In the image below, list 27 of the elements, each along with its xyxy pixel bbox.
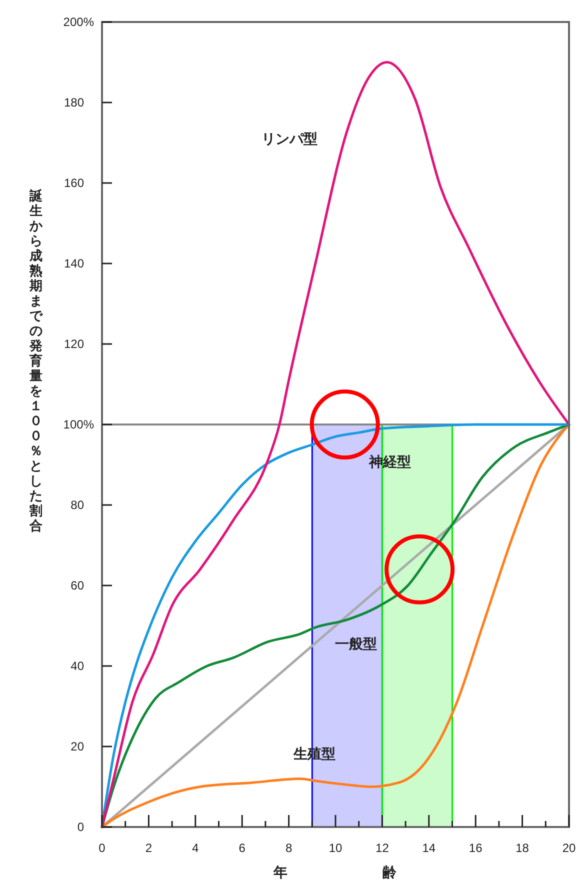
y-tick-label: 20 (70, 740, 84, 754)
text: 誕生から成熟期までの発育量を１００％とした割合 (30, 188, 42, 533)
x-tick-label: 10 (328, 841, 342, 855)
series-label: 一般型 (335, 636, 378, 652)
series-label: リンパ型 (261, 130, 318, 146)
x-tick-label: 14 (422, 841, 436, 855)
x-tick-label: 20 (562, 841, 576, 855)
y-tick-label: 80 (70, 498, 84, 512)
y-tick-label: 40 (70, 659, 84, 674)
x-axis-title: 年齢 (272, 864, 492, 880)
line-series (100, 61, 570, 828)
x-tick-label: 2 (145, 841, 152, 855)
x-tick-label: 18 (516, 841, 530, 855)
y-tick-label: 200% (63, 15, 94, 30)
y-tick-label: 60 (70, 578, 84, 593)
y-tick-label: 140 (64, 256, 84, 271)
y-tick-label: 100% (63, 418, 94, 432)
x-tick-label: 16 (468, 841, 483, 855)
x-tick-label: 0 (98, 841, 106, 855)
y-tick-label: 0 (77, 820, 84, 834)
x-tick-label: 8 (285, 841, 292, 855)
x-tick-label: 6 (238, 841, 246, 855)
y-tick-label: 160 (64, 176, 84, 190)
x-tick-label: 4 (192, 841, 200, 855)
y-tick-label: 120 (64, 337, 84, 352)
y-tick-label: 180 (64, 96, 84, 110)
x-tick-label: 12 (376, 841, 390, 855)
